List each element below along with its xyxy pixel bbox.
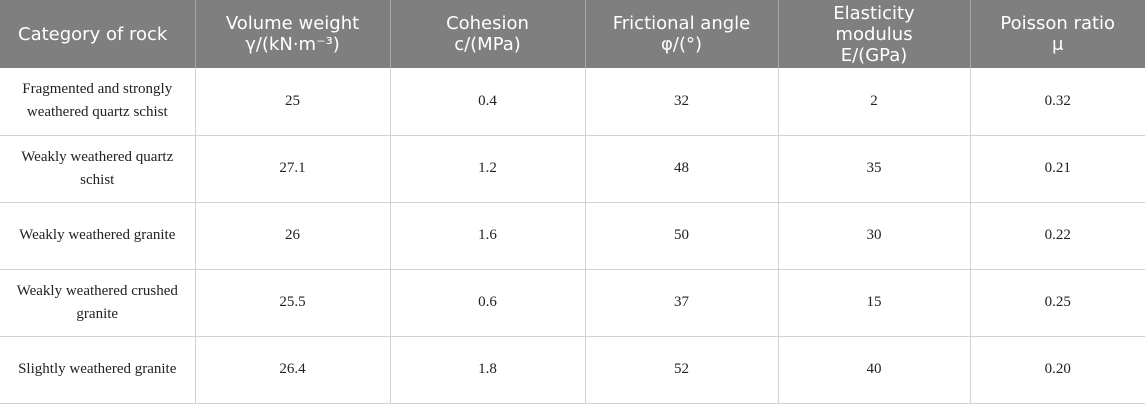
rock-category: Weakly weathered granite [0,202,195,270]
value-cell: 0.6 [389,269,585,337]
value-cell: 52 [584,336,778,404]
value-cell: 50 [584,202,778,270]
table-row: Fragmented and strongly weathered quartz… [0,68,1145,136]
rock-category: Weakly weathered crushed granite [0,269,195,337]
value-cell: 2 [777,68,970,136]
value-cell: 48 [584,135,778,203]
table-row: Weakly weathered granite 26 1.6 50 30 0.22 [0,202,1145,270]
value-cell: 25.5 [194,269,390,337]
value-cell: 0.4 [389,68,585,136]
rock-category: Weakly weathered quartz schist [0,135,195,203]
value-cell: 0.20 [969,336,1145,404]
value-cell: 32 [584,68,778,136]
value-cell: 1.6 [389,202,585,270]
value-cell: 0.21 [969,135,1145,203]
rock-category: Fragmented and strongly weathered quartz… [0,68,195,136]
value-cell: 30 [777,202,970,270]
header-cell: Cohesion c/(MPa) [389,0,585,68]
value-cell: 0.25 [969,269,1145,337]
value-cell: 26 [194,202,390,270]
value-cell: 1.2 [389,135,585,203]
value-cell: 25 [194,68,390,136]
value-cell: 0.22 [969,202,1145,270]
header-cell: Category of rock [0,0,195,68]
header-cell: Poisson ratio μ [969,0,1145,68]
header-cell: Volume weight γ/(kN·m⁻³) [194,0,390,68]
header-cell: Frictional angle φ/(°) [584,0,778,68]
table-row: Weakly weathered quartz schist 27.1 1.2 48 3… [0,135,1145,203]
rock-category: Slightly weathered granite [0,336,195,404]
table-row: Weakly weathered crushed granite 25.5 0.6 3… [0,269,1145,337]
header-row: Category of rock Volume weight γ/(kN·m⁻³)… [0,0,1145,68]
table-body: Fragmented and strongly weathered quartz… [0,68,1145,404]
table-row: Slightly weathered granite 26.4 1.8 52 40 0.2… [0,336,1145,404]
header-cell: Elasticity modulus E/(GPa) [777,0,970,68]
value-cell: 15 [777,269,970,337]
value-cell: 37 [584,269,778,337]
value-cell: 40 [777,336,970,404]
value-cell: 0.32 [969,68,1145,136]
value-cell: 35 [777,135,970,203]
value-cell: 1.8 [389,336,585,404]
value-cell: 26.4 [194,336,390,404]
value-cell: 27.1 [194,135,390,203]
